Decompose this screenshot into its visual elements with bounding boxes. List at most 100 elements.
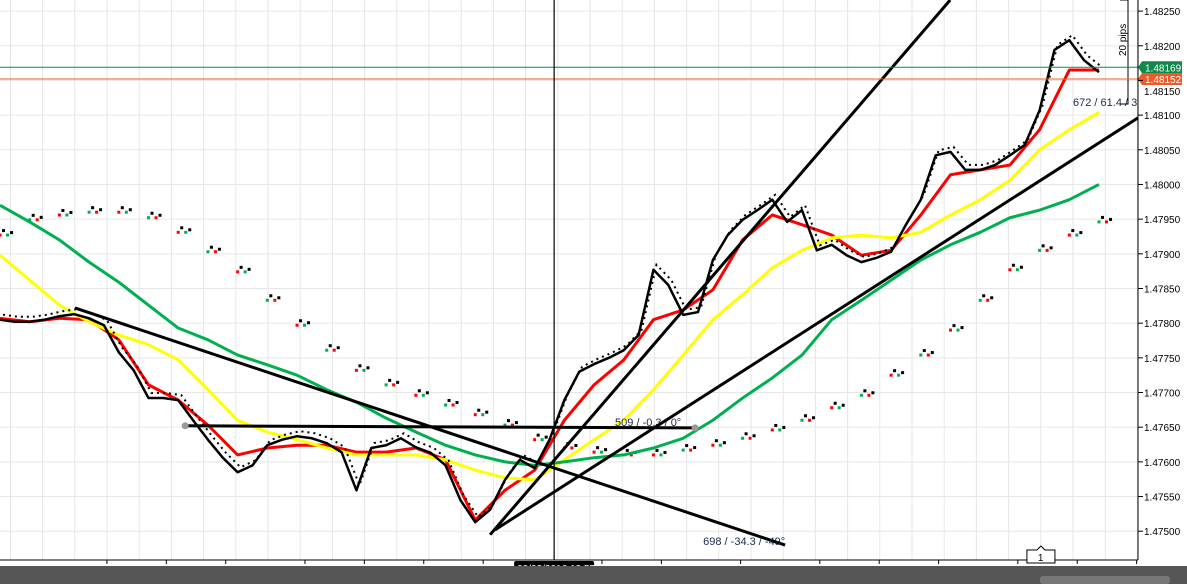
band-dot-black: [803, 414, 807, 418]
y-tick-label: 1.48200: [1144, 42, 1181, 53]
band-dot: [303, 323, 307, 327]
band-dot: [681, 448, 685, 452]
trendline[interactable]: [185, 424, 696, 430]
band-dot: [1075, 233, 1079, 237]
moving-averages: [0, 68, 1100, 522]
horizontal-scrollbar[interactable]: [0, 566, 1187, 584]
band-dot: [1045, 248, 1049, 252]
band-dot-black: [663, 450, 667, 454]
trendlines[interactable]: 698 / -34.3 / -49° 509 / -0.3 / 0° 672 / 6…: [74, 0, 1139, 548]
band-dot-black: [31, 213, 35, 217]
y-tick-label: 1.47650: [1144, 423, 1181, 434]
trendline[interactable]: [494, 116, 1139, 532]
price-chart[interactable]: 698 / -34.3 / -49° 509 / -0.3 / 0° 672 / 6…: [0, 0, 1187, 566]
scrollbar-thumb[interactable]: [1040, 576, 1170, 584]
band-dot-black: [922, 349, 926, 353]
band-dot: [948, 328, 952, 332]
band-dot: [325, 348, 329, 352]
band-dot-black: [782, 425, 786, 429]
band-dot: [778, 428, 782, 432]
band-dot-black: [714, 439, 718, 443]
band-dot: [711, 443, 715, 447]
band-dot-black: [893, 369, 897, 373]
y-tick-label: 1.47800: [1144, 319, 1181, 330]
y-tick-label: 1.48000: [1144, 180, 1181, 191]
band-dot: [748, 436, 752, 440]
band-dot-black: [841, 403, 845, 407]
band-dot-black: [158, 213, 162, 217]
band-dot-black: [1101, 215, 1105, 219]
band-dot: [421, 393, 425, 397]
band-dot-black: [536, 433, 540, 437]
band-dot: [570, 446, 574, 450]
band-dot: [718, 443, 722, 447]
band-dot: [0, 233, 2, 237]
band-dot-black: [693, 446, 697, 450]
band-dot-black: [625, 448, 629, 452]
band-dot-black: [871, 391, 875, 395]
band-dot: [897, 373, 901, 377]
band-dot: [919, 353, 923, 357]
band-dot: [332, 348, 336, 352]
band-dot: [206, 250, 210, 254]
band-dot: [1008, 268, 1012, 272]
band-dot-black: [425, 391, 429, 395]
band-dot: [392, 383, 396, 387]
band-dot: [154, 216, 158, 220]
trendline-label: 509 / -0.3 / 0°: [615, 417, 681, 429]
band-dot-black: [1071, 229, 1075, 233]
band-dot-black: [574, 443, 578, 447]
band-dot: [807, 418, 811, 422]
pips-ruler: [1120, 0, 1129, 105]
band-dot-black: [544, 435, 548, 439]
band-dot: [243, 270, 247, 274]
band-dot: [57, 213, 61, 217]
dotted-band: [0, 206, 1113, 457]
band-dot: [362, 368, 366, 372]
band-dot: [592, 450, 596, 454]
band-dot: [147, 216, 151, 220]
y-tick-label: 1.47550: [1144, 493, 1181, 504]
band-dot-black: [863, 389, 867, 393]
band-dot: [770, 428, 774, 432]
band-dot-black: [366, 366, 370, 370]
band-dot-black: [2, 229, 5, 233]
band-dot: [986, 298, 990, 302]
trendline-label: 698 / -34.3 / -49°: [703, 536, 785, 548]
band-dot-black: [128, 208, 132, 212]
pips-ruler-label: 20 pips: [1118, 24, 1129, 56]
axes: 1.48250 1.48200 1.48150 1.48100 1.48050 1.480…: [0, 0, 1181, 564]
band-dot: [444, 403, 448, 407]
band-dot: [451, 403, 455, 407]
band-dot-black: [990, 296, 994, 300]
band-dot-black: [239, 265, 243, 269]
band-dot-black: [217, 247, 221, 251]
band-dot-black: [1019, 265, 1023, 269]
band-dot-black: [655, 448, 659, 452]
band-dot: [510, 423, 514, 427]
band-dot: [65, 213, 69, 217]
grid: [0, 0, 1138, 560]
price-tag-label: 1.48152: [1145, 75, 1182, 86]
band-dot-black: [388, 378, 392, 382]
band-dot-black: [99, 208, 103, 212]
price-dotted-overlay: [2, 33, 1103, 519]
band-dot: [265, 298, 269, 302]
band-dot: [926, 353, 930, 357]
band-dot-black: [1049, 246, 1053, 250]
band-dot: [117, 210, 121, 214]
band-dot-black: [180, 226, 184, 230]
band-dot-black: [277, 296, 281, 300]
band-dot: [629, 453, 633, 457]
band-dot-black: [247, 267, 251, 271]
band-dot: [978, 298, 982, 302]
y-tick-label: 1.47850: [1144, 284, 1181, 295]
band-dot: [1038, 248, 1042, 252]
price-line: [0, 38, 1100, 524]
band-dot: [384, 383, 388, 387]
trendline[interactable]: [488, 0, 952, 536]
band-dot: [659, 453, 663, 457]
y-tick-label: 1.48050: [1144, 146, 1181, 157]
band-dot-black: [744, 432, 748, 436]
